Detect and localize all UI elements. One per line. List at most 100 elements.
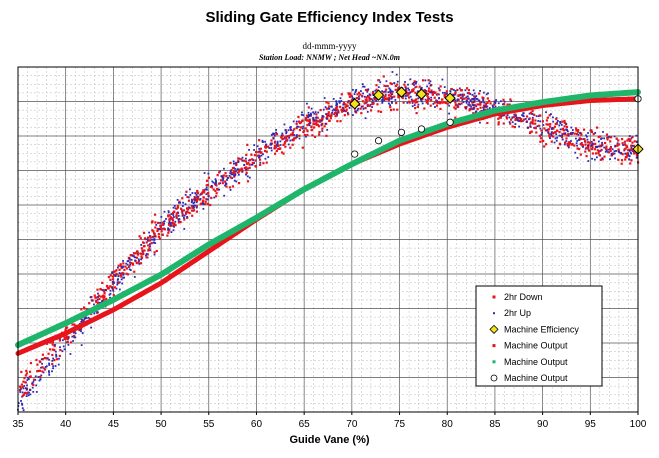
point-2hr-up (149, 245, 151, 248)
point-2hr-up (324, 106, 327, 109)
point-2hr-up (67, 337, 70, 339)
point-2hr-up (72, 331, 75, 334)
point-2hr-down (126, 273, 130, 276)
point-2hr-up (456, 99, 459, 102)
point-2hr-up (270, 143, 273, 146)
point-2hr-down (621, 137, 624, 141)
point-2hr-down (47, 352, 50, 355)
point-2hr-down (529, 111, 533, 114)
point-2hr-up (466, 100, 469, 103)
point-2hr-down (544, 143, 548, 146)
point-2hr-up (35, 384, 38, 387)
point-2hr-up (524, 118, 527, 120)
point-2hr-down (497, 123, 500, 126)
point-2hr-down (612, 152, 615, 156)
point-2hr-up (550, 133, 553, 135)
point-2hr-up (511, 116, 514, 119)
point-2hr-down (605, 147, 608, 151)
point-2hr-down (233, 175, 236, 178)
point-2hr-up (54, 343, 56, 346)
point-2hr-up (559, 135, 562, 137)
point-2hr-down (109, 274, 112, 277)
point-2hr-down (69, 341, 73, 344)
point-2hr-up (296, 134, 298, 136)
point-2hr-down (243, 166, 246, 170)
point-2hr-up (348, 100, 351, 102)
point-2hr-down (412, 90, 415, 93)
point-2hr-up (475, 110, 478, 113)
point-2hr-down (148, 239, 151, 242)
point-2hr-up (585, 134, 587, 137)
point-2hr-down (136, 253, 140, 256)
point-2hr-up (575, 142, 578, 145)
point-2hr-up (150, 238, 153, 241)
point-2hr-down (607, 151, 611, 154)
point-2hr-up (518, 119, 521, 122)
point-2hr-up (567, 130, 569, 133)
point-2hr-up (488, 107, 491, 109)
point-2hr-up (173, 204, 176, 207)
point-2hr-up (475, 105, 478, 108)
point-2hr-up (508, 121, 511, 123)
point-2hr-down (171, 221, 174, 224)
point-2hr-down (20, 383, 23, 386)
point-2hr-down (28, 370, 32, 373)
point-2hr-down (425, 99, 428, 102)
point-2hr-down (430, 89, 433, 92)
point-2hr-down (511, 125, 514, 128)
point-2hr-down (121, 271, 124, 275)
point-2hr-up (574, 151, 577, 154)
point-2hr-up (393, 82, 396, 84)
machine-efficiency-point (395, 86, 408, 98)
point-2hr-down (328, 119, 331, 123)
x-tick-label: 80 (442, 419, 454, 430)
point-2hr-down (171, 218, 174, 221)
point-2hr-up (508, 116, 511, 119)
point-2hr-up (90, 326, 93, 329)
point-2hr-down (476, 107, 479, 111)
point-2hr-up (558, 124, 561, 127)
point-2hr-down (214, 183, 217, 187)
point-2hr-up (431, 91, 434, 94)
point-2hr-up (540, 133, 543, 136)
point-2hr-up (420, 86, 423, 89)
point-2hr-up (109, 292, 112, 295)
legend-label: Machine Output (504, 341, 568, 351)
point-2hr-down (63, 336, 66, 339)
legend-label: Machine Output (504, 373, 568, 383)
point-2hr-down (339, 105, 342, 108)
point-2hr-down (411, 82, 414, 86)
point-2hr-up (357, 98, 360, 101)
point-2hr-up (248, 148, 250, 151)
point-2hr-up (449, 90, 452, 93)
point-2hr-down (284, 145, 287, 148)
point-2hr-up (177, 218, 180, 221)
point-2hr-up (195, 206, 198, 209)
point-2hr-down (547, 128, 550, 131)
point-2hr-down (325, 101, 328, 104)
point-2hr-down (294, 137, 297, 140)
point-2hr-down (103, 290, 106, 293)
point-2hr-down (344, 105, 347, 108)
point-2hr-up (199, 193, 202, 196)
point-2hr-up (312, 111, 314, 114)
point-2hr-up (241, 159, 244, 162)
machine-output-circle-point (374, 137, 383, 145)
point-2hr-down (445, 90, 448, 93)
point-2hr-down (172, 224, 175, 227)
point-2hr-down (330, 113, 333, 116)
point-2hr-up (587, 148, 590, 151)
legend-label: 2hr Down (504, 292, 543, 302)
point-2hr-up (479, 89, 481, 92)
point-2hr-down (19, 387, 23, 390)
point-2hr-down (191, 205, 194, 208)
point-2hr-down (96, 301, 99, 304)
point-2hr-down (512, 115, 516, 119)
point-2hr-up (601, 137, 603, 140)
point-2hr-up (47, 370, 50, 372)
point-2hr-down (568, 141, 572, 144)
point-2hr-up (117, 278, 119, 281)
point-2hr-up (241, 170, 244, 173)
point-2hr-down (460, 102, 463, 105)
point-2hr-down (264, 145, 267, 148)
